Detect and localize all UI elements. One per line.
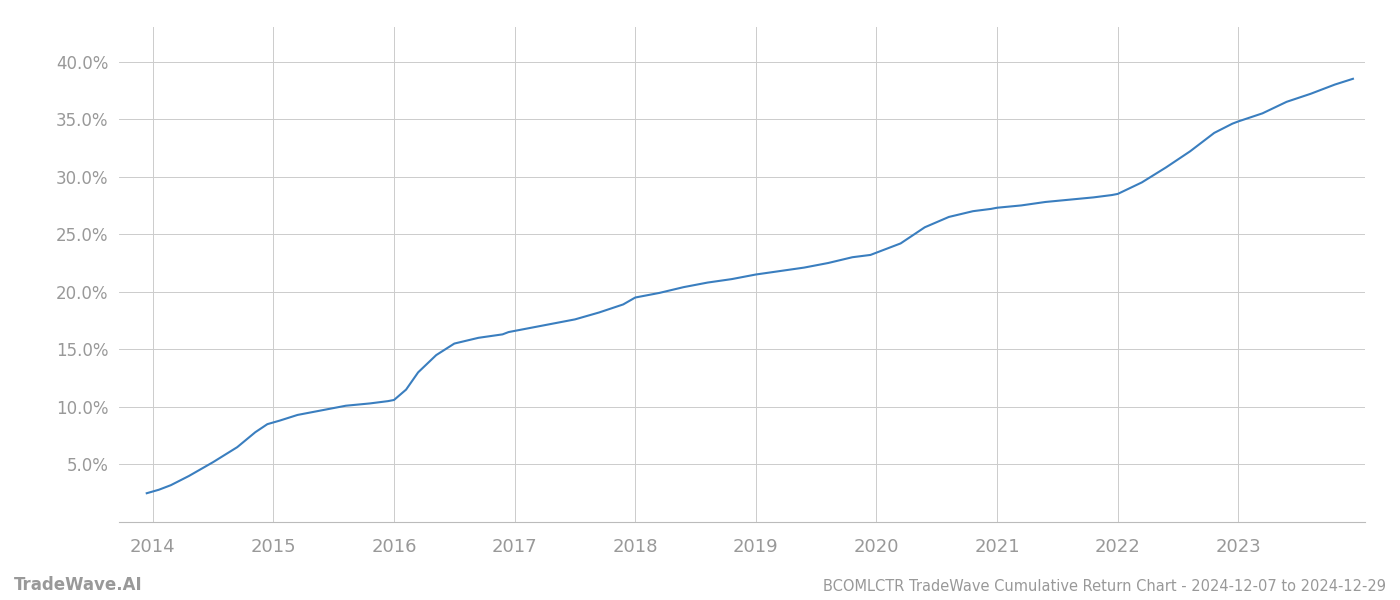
Text: BCOMLCTR TradeWave Cumulative Return Chart - 2024-12-07 to 2024-12-29: BCOMLCTR TradeWave Cumulative Return Cha… [823, 579, 1386, 594]
Text: TradeWave.AI: TradeWave.AI [14, 576, 143, 594]
